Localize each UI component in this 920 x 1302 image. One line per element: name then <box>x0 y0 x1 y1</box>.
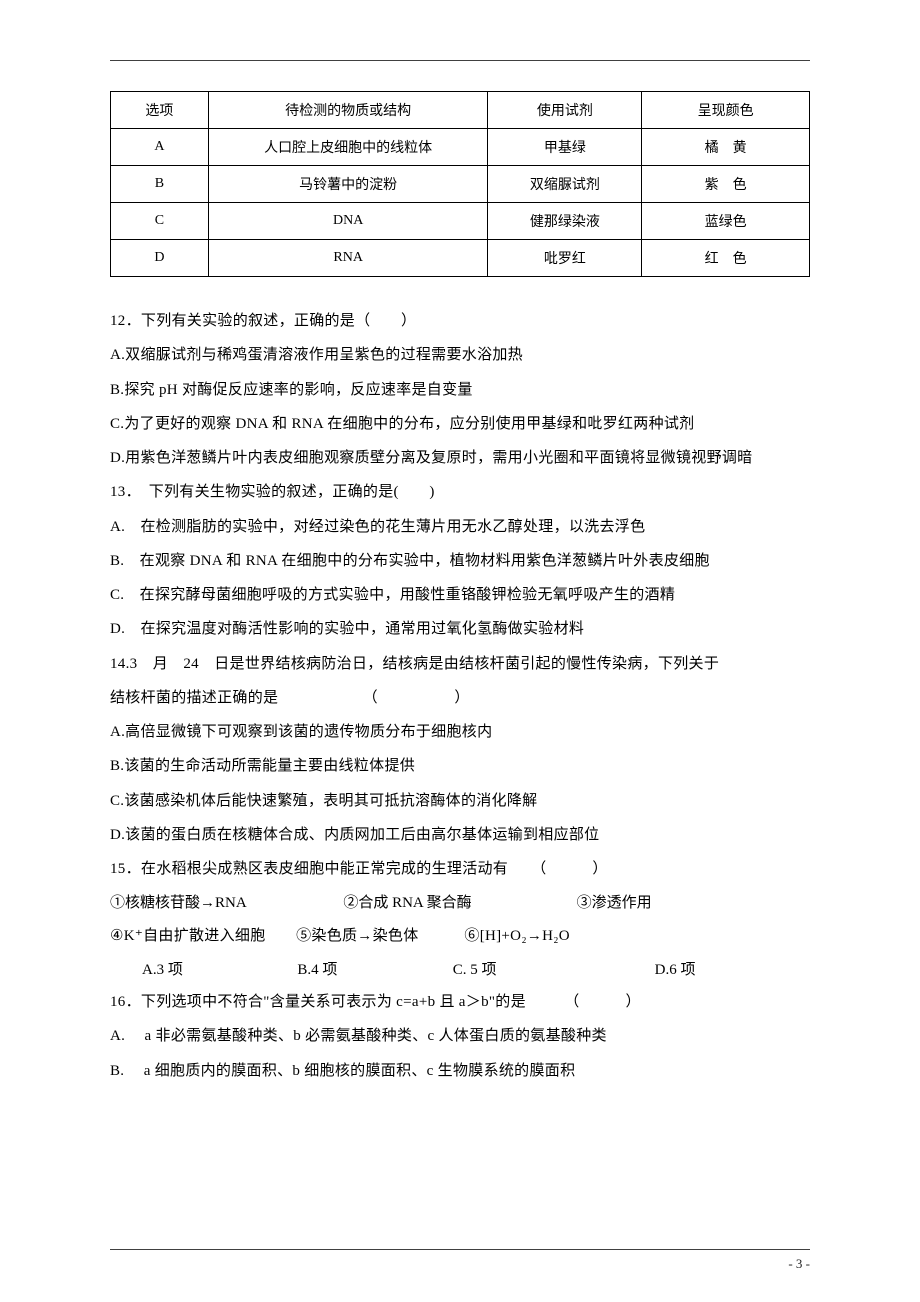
q13-stem: 13． 下列有关生物实验的叙述，正确的是( ) <box>110 476 810 508</box>
cell: B <box>111 166 209 203</box>
q12-opt-a: A.双缩脲试剂与稀鸡蛋清溶液作用呈紫色的过程需要水浴加热 <box>110 339 810 371</box>
q15-item-2: ②合成 RNA 聚合酶 <box>343 887 576 919</box>
top-rule <box>110 60 810 61</box>
q16-opt-b: B. a 细胞质内的膜面积、b 细胞核的膜面积、c 生物膜系统的膜面积 <box>110 1055 810 1087</box>
q14-stem-2: 结核杆菌的描述正确的是 （ ） <box>110 682 810 714</box>
q15-stem: 15．在水稻根尖成熟区表皮细胞中能正常完成的生理活动有 （ ） <box>110 853 810 885</box>
q14-opt-b: B.该菌的生命活动所需能量主要由线粒体提供 <box>110 750 810 782</box>
detection-table: 选项 待检测的物质或结构 使用试剂 呈现颜色 A 人口腔上皮细胞中的线粒体 甲基… <box>110 91 810 277</box>
cell: 蓝绿色 <box>642 203 810 240</box>
q13-opt-a: A. 在检测脂肪的实验中，对经过染色的花生薄片用无水乙醇处理，以洗去浮色 <box>110 511 810 543</box>
th-option: 选项 <box>111 92 209 129</box>
q12-stem: 12．下列有关实验的叙述，正确的是（ ） <box>110 305 810 337</box>
table-row: A 人口腔上皮细胞中的线粒体 甲基绿 橘 黄 <box>111 129 810 166</box>
cell: D <box>111 240 209 277</box>
q12-opt-d: D.用紫色洋葱鳞片叶内表皮细胞观察质壁分离及复原时，需用小光圈和平面镜将显微镜视… <box>110 442 810 474</box>
q15-item-1: ①核糖核苷酸→RNA <box>110 887 343 919</box>
q15-opt-a: A.3 项 <box>142 954 297 986</box>
q15-opt-c: C. 5 项 <box>453 954 655 986</box>
q14-opt-c: C.该菌感染机体后能快速繁殖，表明其可抵抗溶酶体的消化降解 <box>110 785 810 817</box>
cell: 人口腔上皮细胞中的线粒体 <box>208 129 488 166</box>
cell: C <box>111 203 209 240</box>
q14-opt-d: D.该菌的蛋白质在核糖体合成、内质网加工后由高尔基体运输到相应部位 <box>110 819 810 851</box>
q15-opt-b: B.4 项 <box>297 954 452 986</box>
q14-stem-1: 14.3 月 24 日是世界结核病防治日，结核病是由结核杆菌引起的慢性传染病，下… <box>110 648 810 680</box>
q15-items-row2: ④K⁺自由扩散进入细胞 ⑤染色质→染色体 ⑥[H]+O₂→H₂O <box>110 920 810 952</box>
cell: 吡罗红 <box>488 240 642 277</box>
q13-opt-d: D. 在探究温度对酶活性影响的实验中，通常用过氧化氢酶做实验材料 <box>110 613 810 645</box>
q14-opt-a: A.高倍显微镜下可观察到该菌的遗传物质分布于细胞核内 <box>110 716 810 748</box>
table-row: D RNA 吡罗红 红 色 <box>111 240 810 277</box>
cell: 紫 色 <box>642 166 810 203</box>
th-color: 呈现颜色 <box>642 92 810 129</box>
q16-stem: 16．下列选项中不符合"含量关系可表示为 c=a+b 且 a＞b"的是 （ ） <box>110 986 810 1018</box>
q15-opt-d: D.6 项 <box>655 954 810 986</box>
cell: 双缩脲试剂 <box>488 166 642 203</box>
q15-item-3: ③渗透作用 <box>577 887 810 919</box>
q13-opt-b: B. 在观察 DNA 和 RNA 在细胞中的分布实验中，植物材料用紫色洋葱鳞片叶… <box>110 545 810 577</box>
q15-options: A.3 项 B.4 项 C. 5 项 D.6 项 <box>110 954 810 986</box>
q12-opt-c: C.为了更好的观察 DNA 和 RNA 在细胞中的分布，应分别使用甲基绿和吡罗红… <box>110 408 810 440</box>
cell: 健那绿染液 <box>488 203 642 240</box>
page-number: - 3 - <box>110 1250 810 1272</box>
q15-items-row1: ①核糖核苷酸→RNA ②合成 RNA 聚合酶 ③渗透作用 <box>110 887 810 919</box>
th-substance: 待检测的物质或结构 <box>208 92 488 129</box>
cell: 甲基绿 <box>488 129 642 166</box>
cell: 马铃薯中的淀粉 <box>208 166 488 203</box>
q13-opt-c: C. 在探究酵母菌细胞呼吸的方式实验中，用酸性重铬酸钾检验无氧呼吸产生的酒精 <box>110 579 810 611</box>
q12-opt-b: B.探究 pH 对酶促反应速率的影响，反应速率是自变量 <box>110 374 810 406</box>
cell: RNA <box>208 240 488 277</box>
cell: 橘 黄 <box>642 129 810 166</box>
cell: DNA <box>208 203 488 240</box>
table-header-row: 选项 待检测的物质或结构 使用试剂 呈现颜色 <box>111 92 810 129</box>
table-row: B 马铃薯中的淀粉 双缩脲试剂 紫 色 <box>111 166 810 203</box>
th-reagent: 使用试剂 <box>488 92 642 129</box>
cell: A <box>111 129 209 166</box>
q16-opt-a: A. a 非必需氨基酸种类、b 必需氨基酸种类、c 人体蛋白质的氨基酸种类 <box>110 1020 810 1052</box>
page-footer: - 3 - <box>110 1249 810 1272</box>
table-row: C DNA 健那绿染液 蓝绿色 <box>111 203 810 240</box>
cell: 红 色 <box>642 240 810 277</box>
